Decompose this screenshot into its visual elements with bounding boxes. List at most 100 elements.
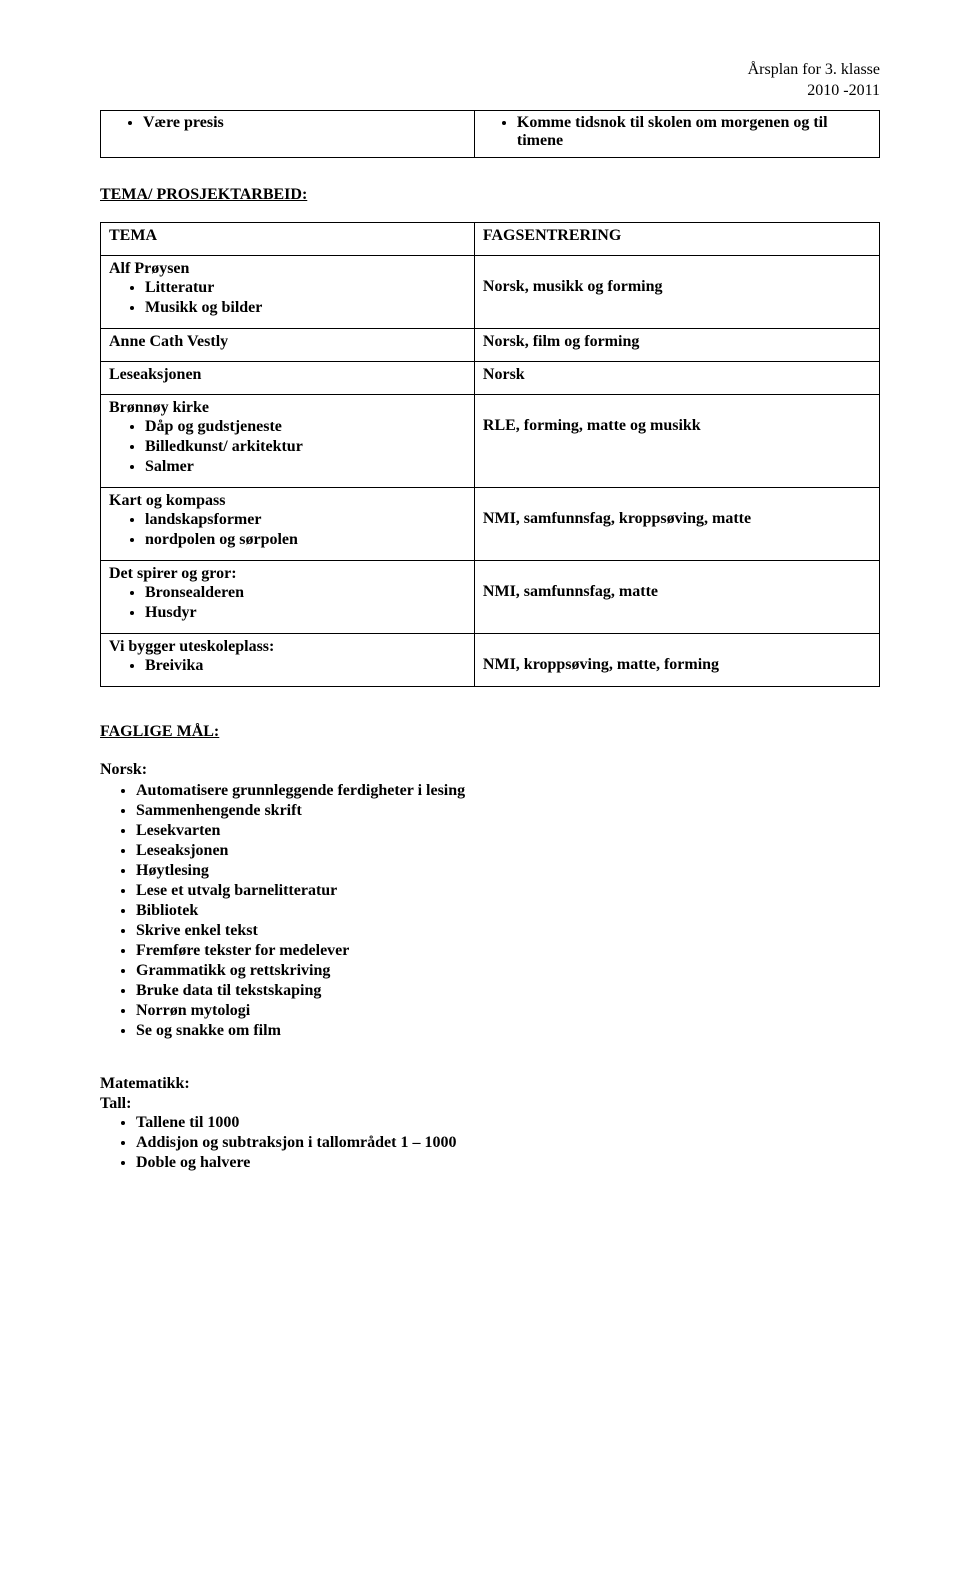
matte-sublabel: Tall: bbox=[100, 1095, 880, 1113]
cell-right-text: NMI, samfunnsfag, matte bbox=[483, 583, 658, 601]
table-row: Vi bygger uteskoleplass:Breivika NMI, kro… bbox=[101, 633, 880, 686]
cell-right-text: NMI, kroppsøving, matte, forming bbox=[483, 656, 719, 674]
cell-right-text: Norsk bbox=[483, 366, 525, 383]
list-item-text: Norrøn mytologi bbox=[136, 1002, 250, 1019]
list-item-text: Bibliotek bbox=[136, 902, 198, 919]
table-head-right-text: FAGSENTRERING bbox=[483, 227, 621, 244]
list-item-text: Tallene til 1000 bbox=[136, 1114, 239, 1131]
table-cell-right: NMI, samfunnsfag, matte bbox=[474, 560, 879, 633]
list-item: Norrøn mytologi bbox=[136, 1001, 880, 1021]
cell-bullet-text: Musikk og bilder bbox=[145, 299, 262, 316]
list-item: Addisjon og subtraksjon i tallområdet 1 … bbox=[136, 1133, 880, 1153]
top-box-right-item: Komme tidsnok til skolen om morgenen og … bbox=[517, 113, 873, 151]
list-item: Bruke data til tekstskaping bbox=[136, 981, 880, 1001]
faglige-block: FAGLIGE MÅL: Norsk: Automatisere grunnle… bbox=[100, 723, 880, 1173]
list-item-text: Høytlesing bbox=[136, 862, 209, 879]
list-item-text: Bruke data til tekstskaping bbox=[136, 982, 321, 999]
list-item: Sammenhengende skrift bbox=[136, 801, 880, 821]
table-cell-left: Brønnøy kirkeDåp og gudstjeneste Billedku… bbox=[101, 394, 475, 487]
header-line1: Årsplan for 3. klasse bbox=[100, 60, 880, 81]
table-cell-left: Anne Cath Vestly bbox=[101, 328, 475, 361]
table-row: Alf PrøysenLitteratur Musikk og bilder Nor… bbox=[101, 255, 880, 328]
norsk-label-text: Norsk: bbox=[100, 761, 147, 778]
matte-label-text: Matematikk: bbox=[100, 1075, 190, 1092]
cell-bullet-list: Litteratur Musikk og bilder bbox=[109, 278, 466, 318]
list-item-text: Leseaksjonen bbox=[136, 842, 228, 859]
norsk-label: Norsk: bbox=[100, 761, 880, 779]
table-cell-right: Norsk bbox=[474, 361, 879, 394]
list-item-text: Grammatikk og rettskriving bbox=[136, 962, 330, 979]
top-box-left-cell: Være presis bbox=[101, 110, 475, 157]
cell-bullet-list: BronsealderenHusdyr bbox=[109, 583, 466, 623]
cell-right-text: Norsk, film og forming bbox=[483, 333, 639, 350]
section-title: TEMA/ PROSJEKTARBEID: bbox=[100, 186, 880, 204]
cell-right-text: NMI, samfunnsfag, kroppsøving, matte bbox=[483, 510, 751, 528]
top-box-table: Være presis Komme tidsnok til skolen om … bbox=[100, 110, 880, 158]
cell-right-text: RLE, forming, matte og musikk bbox=[483, 417, 701, 435]
table-cell-left: Det spirer og gror:BronsealderenHusdyr bbox=[101, 560, 475, 633]
cell-bullet-item: Bronsealderen bbox=[145, 583, 466, 603]
cell-heading: Vi bygger uteskoleplass: bbox=[109, 638, 466, 656]
cell-bullet-item: Breivika bbox=[145, 656, 466, 676]
matte-sublabel-text: Tall: bbox=[100, 1095, 131, 1112]
list-item-text: Skrive enkel tekst bbox=[136, 922, 258, 939]
cell-bullet-text: Dåp og gudstjeneste bbox=[145, 418, 282, 435]
norsk-list: Automatisere grunnleggende ferdigheter i… bbox=[100, 781, 880, 1041]
main-table: TEMA FAGSENTRERING Alf PrøysenLitteratur… bbox=[100, 222, 880, 687]
list-item: Lesekvarten bbox=[136, 821, 880, 841]
cell-bullet-text: landskapsformer bbox=[145, 511, 261, 528]
list-item: Grammatikk og rettskriving bbox=[136, 961, 880, 981]
cell-bullet-text: Breivika bbox=[145, 657, 203, 674]
table-head-right: FAGSENTRERING bbox=[474, 222, 879, 255]
cell-bullet-text: Litteratur bbox=[145, 279, 214, 296]
list-item: Skrive enkel tekst bbox=[136, 921, 880, 941]
table-row: Det spirer og gror:BronsealderenHusdyr NM… bbox=[101, 560, 880, 633]
cell-bullet-text: nordpolen og sørpolen bbox=[145, 531, 298, 548]
list-item-text: Automatisere grunnleggende ferdigheter i… bbox=[136, 782, 465, 799]
list-item-text: Addisjon og subtraksjon i tallområdet 1 … bbox=[136, 1134, 456, 1151]
page-header: Årsplan for 3. klasse 2010 -2011 bbox=[100, 60, 880, 102]
list-item-text: Lesekvarten bbox=[136, 822, 220, 839]
cell-heading: Det spirer og gror: bbox=[109, 565, 466, 583]
cell-bullet-item: landskapsformer bbox=[145, 510, 466, 530]
cell-bullet-item: Musikk og bilder bbox=[145, 298, 466, 318]
cell-bullet-list: Dåp og gudstjeneste Billedkunst/ arkitekt… bbox=[109, 417, 466, 477]
top-box-left-item: Være presis bbox=[143, 113, 468, 133]
cell-bullet-item: Dåp og gudstjeneste bbox=[145, 417, 466, 437]
cell-heading: Anne Cath Vestly bbox=[109, 333, 466, 351]
cell-bullet-text: Husdyr bbox=[145, 604, 197, 621]
list-item: Automatisere grunnleggende ferdigheter i… bbox=[136, 781, 880, 801]
table-cell-left: Alf PrøysenLitteratur Musikk og bilder bbox=[101, 255, 475, 328]
matte-label: Matematikk: bbox=[100, 1075, 880, 1093]
cell-bullet-list: landskapsformer nordpolen og sørpolen bbox=[109, 510, 466, 550]
table-cell-left: Leseaksjonen bbox=[101, 361, 475, 394]
cell-bullet-item: Billedkunst/ arkitektur bbox=[145, 437, 466, 457]
cell-bullet-item: Salmer bbox=[145, 457, 466, 477]
list-item-text: Se og snakke om film bbox=[136, 1022, 281, 1039]
list-item: Leseaksjonen bbox=[136, 841, 880, 861]
cell-bullet-item: Litteratur bbox=[145, 278, 466, 298]
cell-heading: Brønnøy kirke bbox=[109, 399, 466, 417]
cell-bullet-text: Salmer bbox=[145, 458, 194, 475]
cell-bullet-item: Husdyr bbox=[145, 603, 466, 623]
table-cell-right: Norsk, musikk og forming bbox=[474, 255, 879, 328]
table-row: Brønnøy kirkeDåp og gudstjeneste Billedku… bbox=[101, 394, 880, 487]
cell-right-text: Norsk, musikk og forming bbox=[483, 278, 663, 296]
cell-bullet-list: Breivika bbox=[109, 656, 466, 676]
table-cell-right: NMI, kroppsøving, matte, forming bbox=[474, 633, 879, 686]
table-head-left: TEMA bbox=[101, 222, 475, 255]
cell-heading: Leseaksjonen bbox=[109, 366, 466, 384]
table-cell-left: Vi bygger uteskoleplass:Breivika bbox=[101, 633, 475, 686]
top-box-right-text: Komme tidsnok til skolen om morgenen og … bbox=[517, 114, 828, 149]
cell-heading: Kart og kompass bbox=[109, 492, 466, 510]
list-item: Høytlesing bbox=[136, 861, 880, 881]
cell-bullet-text: Billedkunst/ arkitektur bbox=[145, 438, 303, 455]
list-item-text: Sammenhengende skrift bbox=[136, 802, 302, 819]
cell-heading: Alf Prøysen bbox=[109, 260, 466, 278]
table-cell-right: NMI, samfunnsfag, kroppsøving, matte bbox=[474, 487, 879, 560]
faglige-title: FAGLIGE MÅL: bbox=[100, 723, 880, 741]
table-cell-left: Kart og kompasslandskapsformer nordpolen … bbox=[101, 487, 475, 560]
cell-bullet-item: nordpolen og sørpolen bbox=[145, 530, 466, 550]
table-cell-right: Norsk, film og forming bbox=[474, 328, 879, 361]
top-box-left-text: Være presis bbox=[143, 114, 224, 131]
